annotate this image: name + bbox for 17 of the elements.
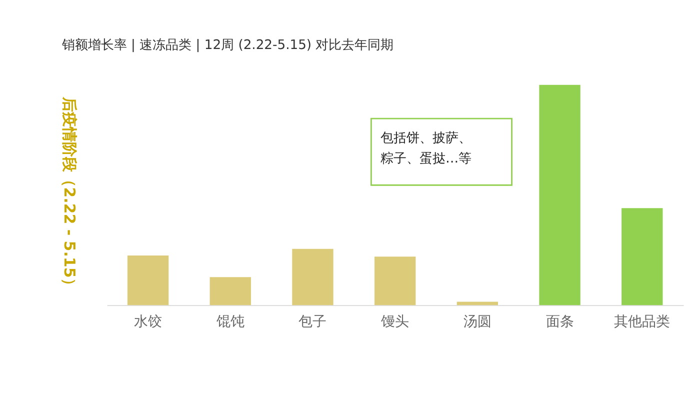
x-tick-label: 馄饨 xyxy=(215,314,244,330)
bar xyxy=(539,84,580,306)
bar xyxy=(374,256,416,306)
text: 后疫情阶段（2.22 - 5.15） xyxy=(60,96,79,293)
x-tick-label: 包子 xyxy=(298,314,327,330)
bar xyxy=(456,302,498,306)
bar xyxy=(292,248,334,306)
x-tick-label: 面条 xyxy=(546,314,574,330)
bar xyxy=(127,256,169,306)
bar xyxy=(210,277,251,306)
bar xyxy=(622,208,663,306)
x-tick-label: 水饺 xyxy=(134,314,162,330)
annotation: 包括饼、披萨、粽子、蛋挞…等 xyxy=(380,131,472,167)
x-tick-label: 馒头 xyxy=(380,314,410,330)
x-tick-label: 其他品类 xyxy=(614,314,670,330)
x-tick-label: 汤圆 xyxy=(463,314,492,330)
chart-title: 销额增长率 | 速冻品类 | 12周 (2.22-5.15) 对比去年同期 xyxy=(60,37,394,54)
